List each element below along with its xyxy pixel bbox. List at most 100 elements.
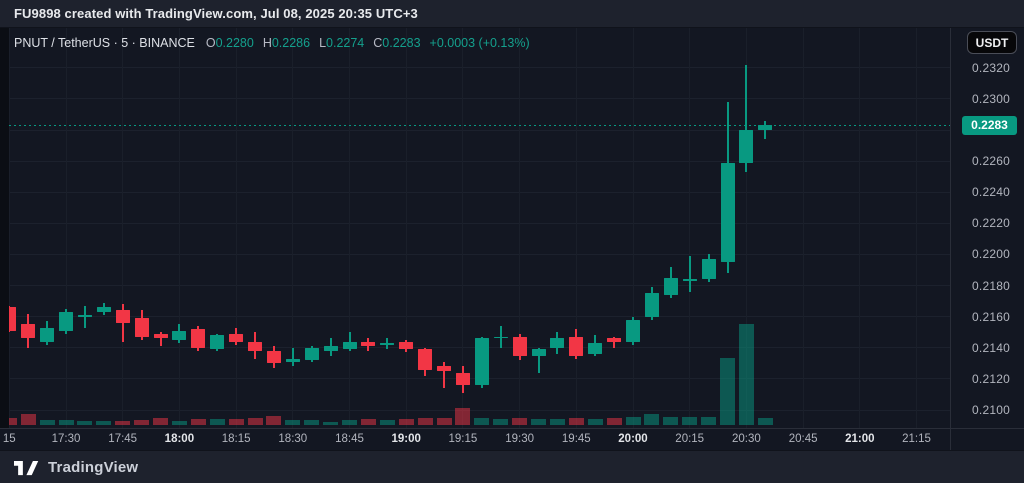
candle-body [134,318,149,337]
volume-bar [134,420,150,425]
volume-bar [96,420,112,425]
h-gridline [0,222,950,224]
candle-body [531,349,546,356]
price-axis[interactable]: 0.2283 0.23200.23000.22800.22600.22400.2… [950,28,1024,450]
chart-legend[interactable]: PNUT / TetherUS · 5 · BINANCE O0.2280 H0.… [14,35,530,51]
volume-bar [304,419,320,425]
candle-wick [688,256,691,292]
h-gridline [0,160,950,162]
volume-bar [587,418,603,425]
candle-body [512,336,527,356]
price-axis-label: 0.2160 [972,309,1010,324]
time-axis-label: 21:15 [902,433,931,445]
left-edge-strip [0,28,9,450]
candle-body [229,333,244,342]
candle-body [739,130,754,163]
volume-bar [266,415,282,425]
price-axis-label: 0.2200 [972,247,1010,262]
last-price-tag: 0.2283 [962,115,1017,135]
time-axis-label: 19:45 [561,433,591,445]
time-axis-label: 18:30 [278,433,308,445]
volume-bar [474,417,490,425]
candle-body [59,312,73,331]
time-axis-label: 20:15 [675,433,705,445]
volume-bar [77,421,93,425]
candle-body [399,341,414,350]
candle-body [569,336,584,356]
v-gridline [462,28,464,428]
time-axis-label: 20:45 [788,433,818,445]
h-gridline [0,98,950,100]
candle-body [115,310,130,323]
footer-bar: TradingView [0,450,1024,483]
price-axis-label: 0.2140 [972,340,1010,355]
price-axis-label: 0.2180 [972,278,1010,293]
price-axis-label: 0.2220 [972,216,1010,231]
volume-bar [20,413,36,425]
candle-body [304,347,319,361]
volume-bar [720,357,735,425]
currency-toggle-button[interactable]: USDT [967,31,1017,54]
ohlc-pair: C0.2283 [373,36,421,50]
time-axis-label: 18:00 [164,433,195,445]
ohlc-pair: L0.2274 [319,36,365,50]
price-axis-label: 0.2260 [972,154,1010,169]
tradingview-logo[interactable] [14,459,40,476]
candle-body [474,338,489,386]
volume-bar [436,417,452,425]
volume-bar [701,416,717,425]
candle-wick [613,336,616,348]
ohlc-pair: O0.2280 [205,36,254,50]
candle-wick [121,304,124,342]
candle-wick [291,347,294,367]
candle-body [285,358,300,362]
volume-bar [360,419,376,425]
candle-body [701,259,716,280]
candle-body [682,279,697,281]
candle-body [758,125,773,130]
time-axis-label: 19:30 [505,433,534,445]
candle-body [266,350,281,364]
volume-bar [1,417,17,425]
volume-bar [417,417,433,425]
volume-bar [285,420,301,425]
volume-bar [644,413,660,425]
candle-body [96,307,111,312]
volume-bar [247,417,263,425]
candle-body [342,341,357,350]
v-gridline [405,28,407,428]
v-gridline [178,28,180,428]
candle-wick [499,326,502,348]
volume-bar [209,419,225,425]
price-axis-label: 0.2240 [972,185,1010,200]
h-gridline [0,129,950,131]
candle-body [77,315,92,317]
volume-bar [115,421,131,425]
candle-body [588,343,603,354]
time-axis[interactable]: 15 17:30 17:45 18:00 18:15 18:30 18:45 19:00 19:… [0,428,950,450]
volume-bar [342,420,357,425]
candle-body [644,293,659,317]
candle-body [21,324,36,339]
chart-pane[interactable] [0,28,950,428]
volume-bar [493,418,509,425]
v-gridline [235,28,237,428]
time-axis-label: 15 [2,433,16,445]
v-gridline [632,28,634,428]
time-axis-label: 17:45 [108,433,138,445]
time-axis-label: 21:00 [845,433,875,445]
volume-bar [757,417,773,425]
h-gridline [0,191,950,193]
tradingview-wordmark: TradingView [48,458,139,476]
snapshot-title: FU9898 created with TradingView.com, Jul… [14,6,418,21]
snapshot-header: FU9898 created with TradingView.com, Jul… [0,0,1024,28]
candle-wick [159,332,162,347]
volume-bar [228,419,244,425]
candle-body [172,330,187,340]
candle-body [153,333,168,339]
volume-bar [625,416,641,425]
volume-bar [39,419,55,425]
v-gridline [349,28,350,428]
candle-body [40,327,55,342]
volume-bar [455,407,471,425]
